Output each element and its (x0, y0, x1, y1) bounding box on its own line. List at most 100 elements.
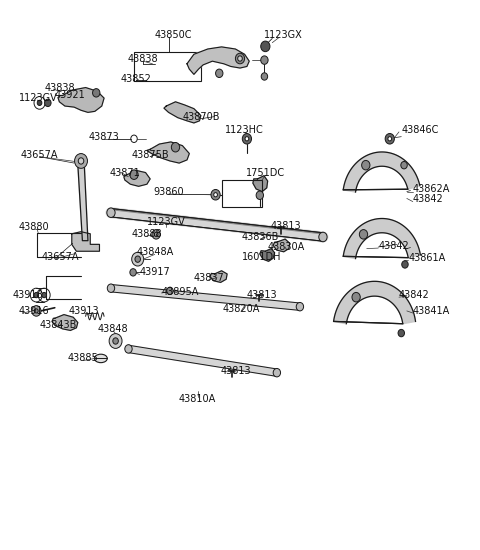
Text: 43846C: 43846C (401, 125, 439, 135)
Text: 43895A: 43895A (161, 287, 199, 297)
Circle shape (132, 252, 144, 266)
Text: 43810A: 43810A (179, 394, 216, 404)
Text: 43913: 43913 (69, 306, 99, 316)
Text: 43657A: 43657A (42, 251, 79, 261)
Circle shape (171, 142, 180, 152)
Text: 43836B: 43836B (242, 232, 279, 242)
Text: 43880: 43880 (19, 223, 49, 233)
Text: 43813: 43813 (247, 290, 277, 300)
Circle shape (261, 41, 270, 52)
Bar (223, 180, 262, 207)
Text: 43820A: 43820A (222, 304, 260, 314)
Text: 43916: 43916 (19, 306, 49, 316)
Bar (134, 52, 201, 81)
Circle shape (93, 89, 100, 97)
Circle shape (74, 153, 87, 168)
Polygon shape (52, 315, 78, 331)
Text: 43837: 43837 (193, 273, 224, 283)
Circle shape (385, 134, 395, 144)
Text: 43921: 43921 (54, 91, 85, 101)
Text: 43657A: 43657A (21, 150, 58, 160)
Circle shape (245, 136, 249, 141)
Text: 43862A: 43862A (413, 184, 450, 195)
Text: 1123GV: 1123GV (19, 93, 58, 103)
Text: 43842: 43842 (413, 195, 444, 205)
Ellipse shape (95, 354, 108, 362)
Circle shape (42, 293, 47, 298)
Polygon shape (334, 282, 416, 324)
Circle shape (319, 232, 327, 242)
Circle shape (214, 192, 217, 197)
Circle shape (360, 229, 368, 239)
Circle shape (261, 73, 268, 80)
Text: 43885: 43885 (68, 354, 99, 364)
Text: 1601DH: 1601DH (242, 251, 282, 261)
Text: 43848: 43848 (98, 324, 129, 334)
Text: 43830A: 43830A (267, 242, 305, 252)
Text: 43873: 43873 (89, 131, 120, 142)
Polygon shape (129, 345, 277, 376)
Circle shape (45, 99, 51, 107)
Circle shape (401, 162, 407, 169)
Text: 43888: 43888 (132, 229, 162, 239)
Circle shape (361, 161, 370, 170)
Circle shape (108, 284, 115, 293)
Text: 43852: 43852 (121, 74, 152, 84)
Circle shape (109, 334, 122, 348)
Text: 43918: 43918 (12, 290, 43, 300)
Circle shape (113, 338, 119, 344)
Circle shape (261, 56, 268, 64)
Text: 43870B: 43870B (182, 112, 219, 122)
Text: 43841A: 43841A (413, 306, 450, 316)
Text: 43842: 43842 (399, 290, 430, 300)
Text: 1123HC: 1123HC (225, 125, 264, 135)
Circle shape (352, 293, 360, 302)
Polygon shape (253, 176, 268, 191)
Polygon shape (187, 47, 249, 74)
Circle shape (130, 170, 138, 179)
Circle shape (107, 208, 115, 217)
Circle shape (273, 368, 280, 377)
Text: 43871: 43871 (109, 168, 140, 178)
Circle shape (211, 189, 220, 200)
Circle shape (242, 134, 252, 144)
Text: 1751DC: 1751DC (246, 168, 285, 178)
Polygon shape (260, 249, 275, 261)
Circle shape (32, 306, 41, 316)
Text: 43838: 43838 (128, 53, 158, 63)
Circle shape (402, 261, 408, 268)
Circle shape (37, 100, 42, 106)
Text: 1123GV: 1123GV (147, 217, 186, 227)
Polygon shape (343, 152, 420, 192)
Circle shape (238, 56, 242, 61)
Text: 43838: 43838 (44, 82, 75, 92)
Circle shape (34, 293, 38, 298)
Text: 43850C: 43850C (155, 30, 192, 40)
Text: 43813: 43813 (271, 222, 301, 232)
Polygon shape (111, 208, 323, 241)
Polygon shape (147, 142, 189, 163)
Circle shape (152, 229, 160, 239)
Text: 43843B: 43843B (39, 320, 77, 330)
Polygon shape (58, 87, 104, 112)
Text: 43875B: 43875B (132, 150, 169, 160)
Circle shape (296, 302, 303, 311)
Text: 43917: 43917 (140, 267, 170, 277)
Polygon shape (164, 102, 201, 123)
Circle shape (125, 345, 132, 353)
Text: 43848A: 43848A (136, 248, 173, 257)
Text: 1123GX: 1123GX (264, 30, 303, 40)
Text: 43861A: 43861A (408, 253, 445, 263)
Polygon shape (78, 164, 88, 241)
Polygon shape (273, 239, 290, 252)
Circle shape (388, 136, 392, 141)
Circle shape (256, 191, 264, 200)
Circle shape (35, 309, 38, 313)
Text: 43813: 43813 (220, 366, 251, 376)
Polygon shape (72, 232, 99, 251)
Circle shape (78, 158, 84, 164)
Circle shape (216, 69, 223, 78)
Text: 93860: 93860 (153, 187, 184, 197)
Text: 43842: 43842 (378, 241, 409, 251)
Polygon shape (124, 170, 150, 186)
